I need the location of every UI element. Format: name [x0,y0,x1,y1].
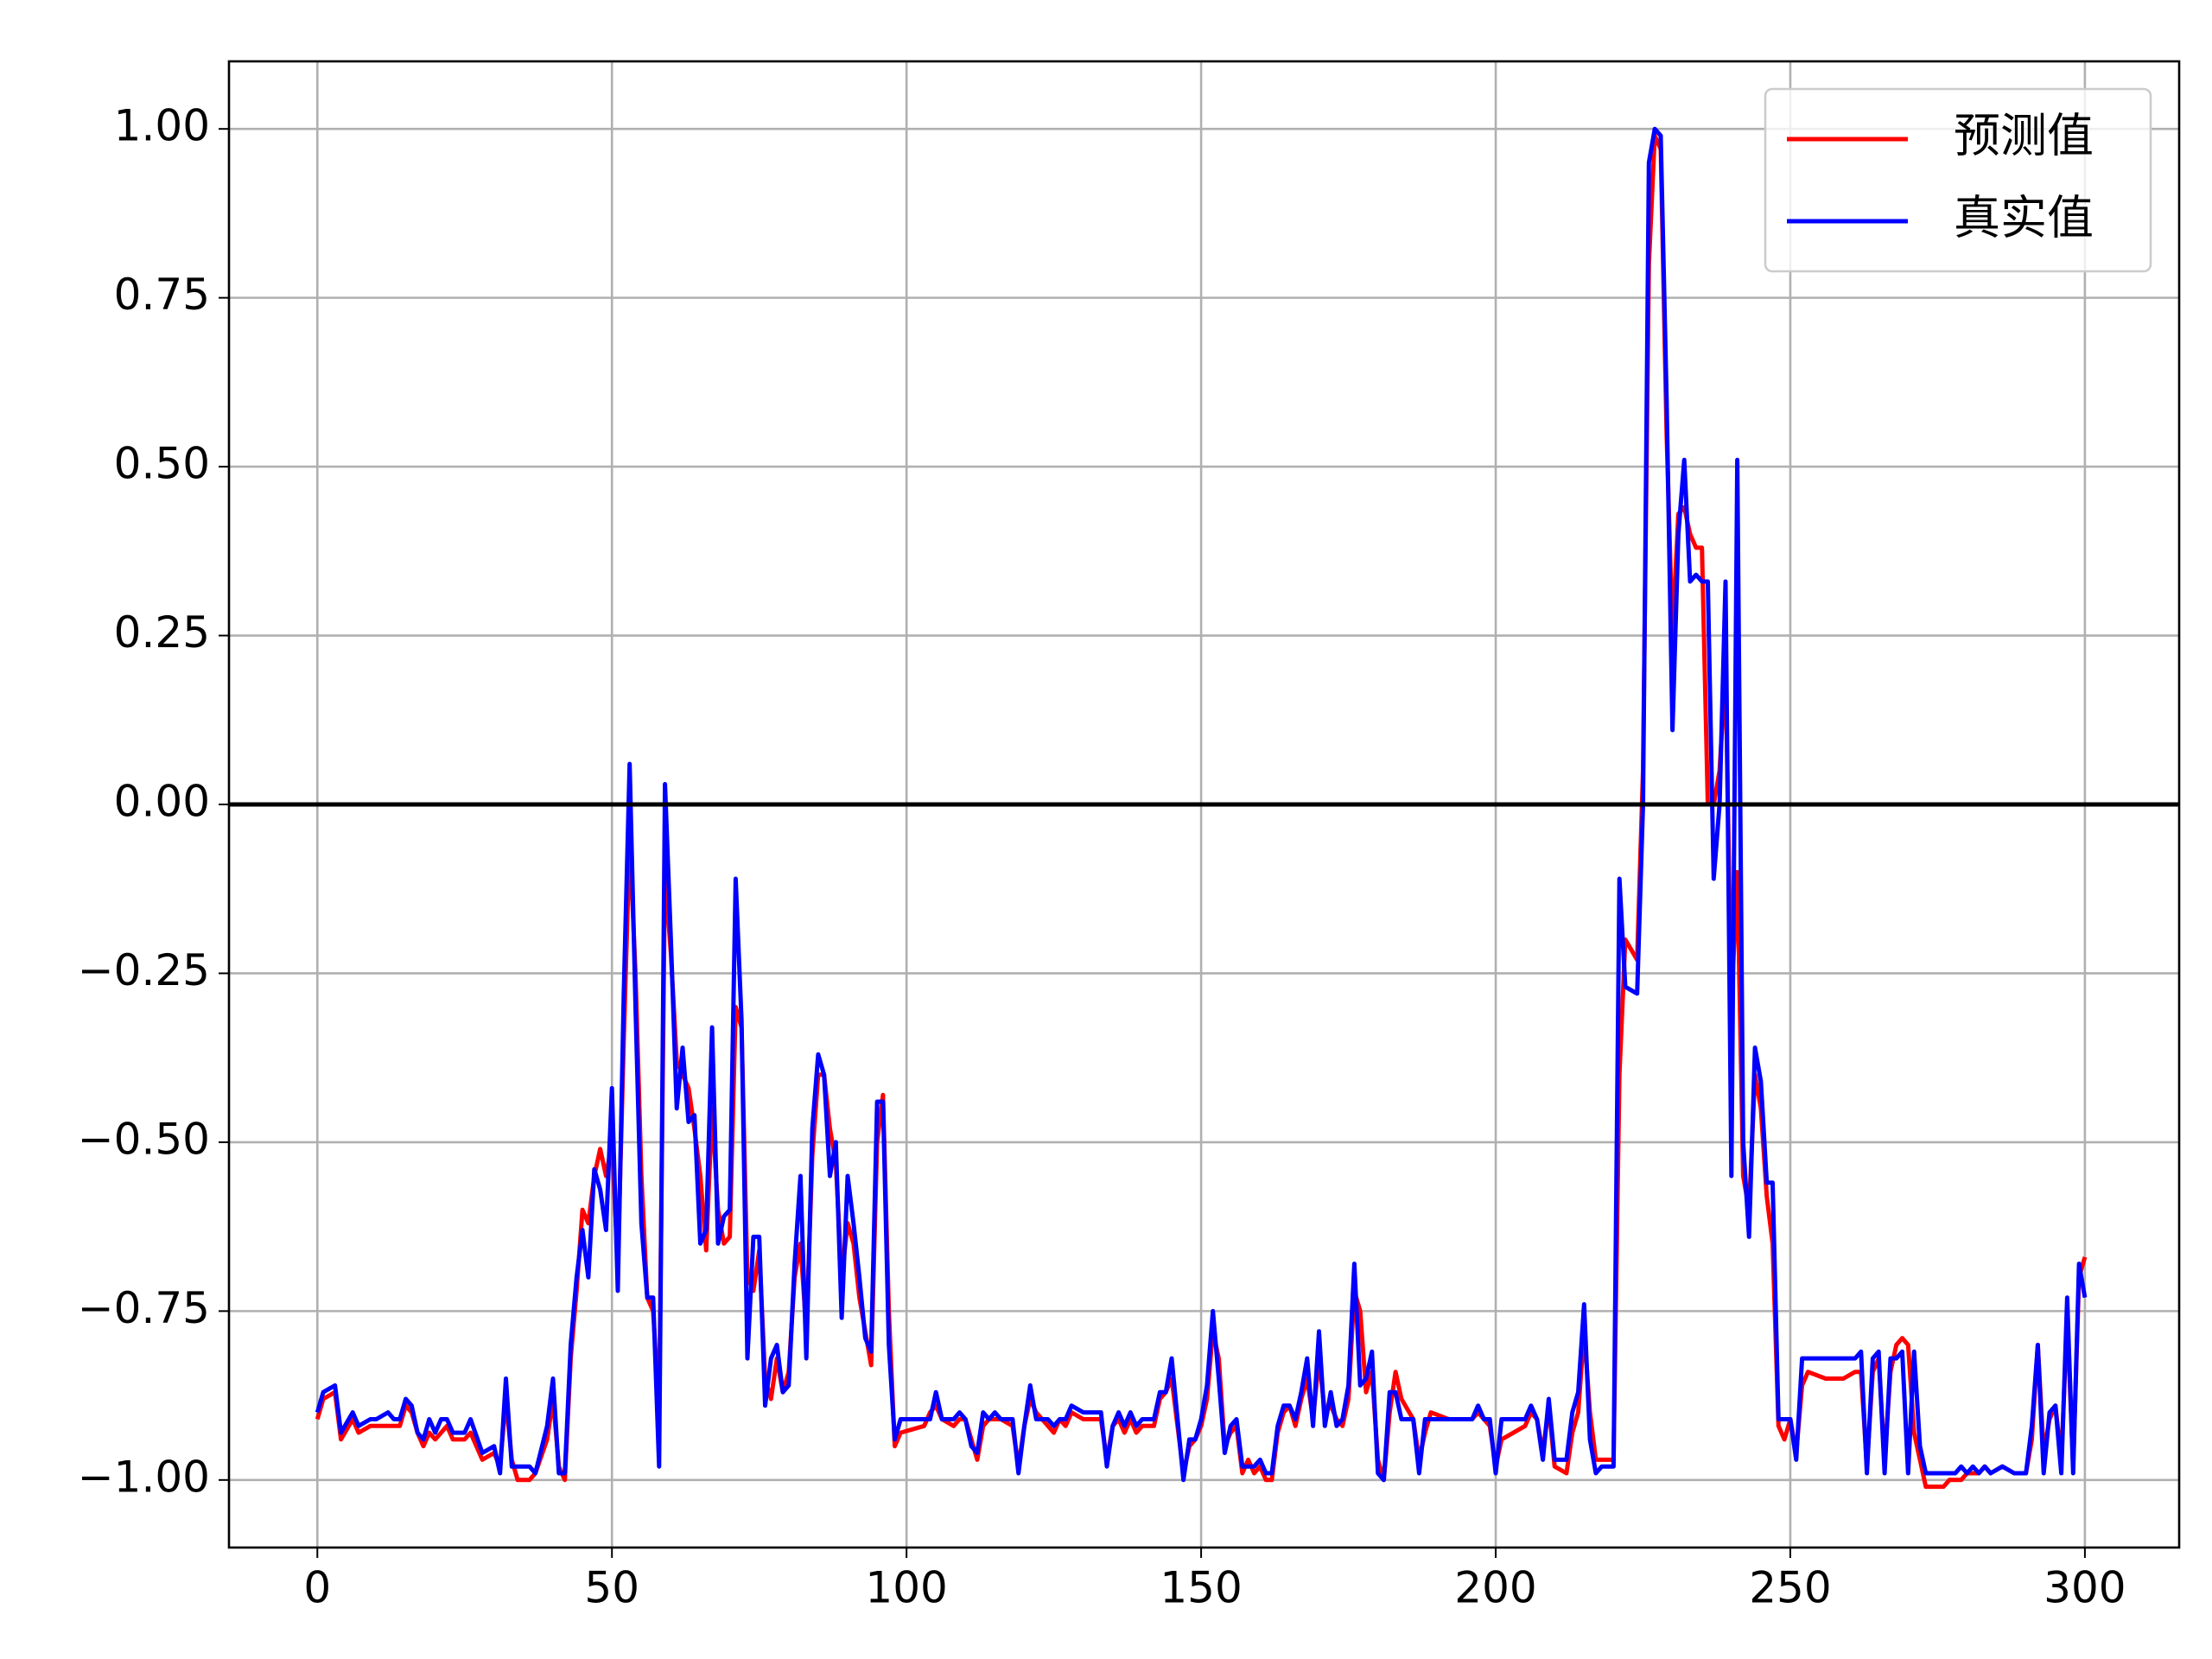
y-tick-label: −0.25 [78,945,210,995]
legend-label: 预测值 [1954,109,2094,163]
y-tick-label: −1.00 [78,1452,210,1502]
y-tick-label: −0.50 [78,1114,210,1164]
x-tick-label: 0 [303,1563,331,1613]
legend-label: 真实值 [1954,191,2094,245]
legend-box [1764,87,2152,273]
y-tick-label: 0.25 [114,607,210,658]
x-tick-label: 100 [865,1563,947,1613]
plot-frame [227,60,2181,1549]
x-tick-label: 300 [2044,1563,2126,1613]
y-tick-label: 1.00 [114,101,210,151]
y-tick-label: 0.75 [114,270,210,320]
x-tick-label: 150 [1160,1563,1242,1613]
x-tick-label: 200 [1454,1563,1536,1613]
y-tick-label: 0.50 [114,439,210,489]
y-tick-label: 0.00 [114,777,210,827]
x-tick-label: 250 [1749,1563,1831,1613]
x-tick-label: 50 [584,1563,639,1613]
series-line [315,126,2088,1483]
y-tick-label: −0.75 [78,1283,210,1333]
